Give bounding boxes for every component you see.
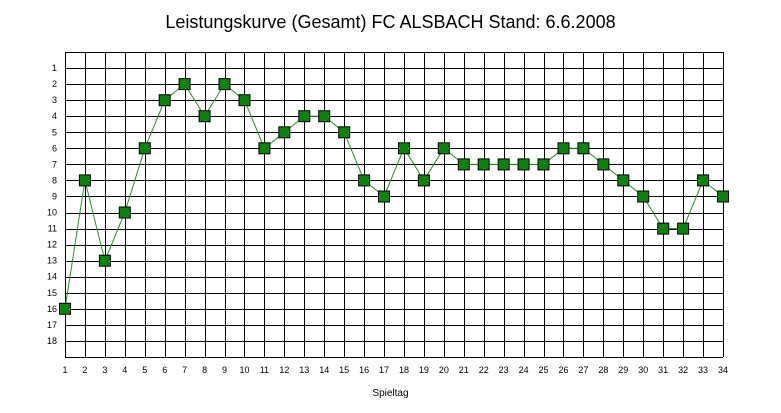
x-tick-label: 33: [698, 365, 708, 375]
data-point-marker: [637, 190, 650, 203]
x-tick-label: 26: [558, 365, 568, 375]
x-tick-label: 34: [718, 365, 728, 375]
y-tick-label: 4: [52, 111, 57, 121]
y-tick-label: 11: [48, 224, 57, 234]
x-tick-label: 11: [260, 365, 269, 375]
x-tick-label: 21: [459, 365, 469, 375]
data-point-marker: [178, 78, 191, 91]
data-point-marker: [78, 174, 91, 187]
y-tick-label: 18: [47, 336, 57, 346]
x-tick-label: 17: [379, 365, 389, 375]
x-tick-label: 8: [202, 365, 207, 375]
y-tick-label: 7: [52, 159, 57, 169]
y-tick-label: 5: [52, 127, 57, 137]
x-tick-label: 25: [539, 365, 549, 375]
data-point-marker: [597, 158, 610, 171]
y-tick-label: 6: [52, 143, 57, 153]
data-point-marker: [517, 158, 530, 171]
x-tick-label: 5: [142, 365, 147, 375]
data-point-marker: [697, 174, 710, 187]
y-tick-label: 3: [52, 95, 57, 105]
data-point-marker: [577, 142, 590, 155]
y-tick-label: 15: [47, 288, 57, 298]
chart-title: Leistungskurve (Gesamt) FC ALSBACH Stand…: [165, 12, 616, 32]
y-tick-label: 13: [47, 256, 57, 266]
data-point-marker: [537, 158, 550, 171]
x-tick-labels: 1 2 3 4 5 6 7 8 9 10 11 12 13 14 15 16 17 18 19 20 21 22 23 24 2…: [62, 365, 728, 375]
x-tick-label: 3: [102, 365, 107, 375]
data-point-marker: [437, 142, 450, 155]
x-tick-label: 19: [419, 365, 429, 375]
chart-grid: [65, 52, 724, 358]
x-tick-label: 1: [62, 365, 67, 375]
data-point-marker: [258, 142, 271, 155]
x-tick-label: 29: [618, 365, 628, 375]
series-polyline: [64, 83, 724, 309]
data-point-marker: [158, 94, 171, 107]
data-point-marker: [417, 174, 430, 187]
data-point-marker: [138, 142, 151, 155]
x-axis-label: Spieltag: [372, 388, 409, 399]
data-point-marker: [497, 158, 510, 171]
y-tick-label: 2: [52, 79, 57, 89]
data-point-marker: [378, 190, 390, 203]
data-point-marker: [457, 158, 470, 171]
x-tick-label: 20: [439, 365, 449, 375]
y-tick-label: 17: [47, 320, 57, 330]
x-tick-label: 30: [638, 365, 648, 375]
x-tick-label: 18: [399, 365, 409, 375]
y-tick-label: 14: [47, 272, 57, 282]
data-point-marker: [338, 126, 351, 139]
y-tick-label: 12: [47, 240, 57, 250]
data-point-marker: [398, 142, 410, 155]
x-tick-label: 24: [519, 365, 529, 375]
series-markers: [59, 78, 729, 315]
data-point-marker: [118, 206, 131, 219]
data-point-marker: [358, 174, 371, 187]
x-tick-label: 2: [82, 365, 87, 375]
x-tick-label: 6: [162, 365, 167, 375]
data-point-marker: [238, 94, 251, 107]
data-point-marker: [98, 254, 111, 267]
y-tick-label: 10: [47, 208, 57, 218]
series-line: [64, 83, 724, 309]
data-point-marker: [557, 142, 570, 155]
y-tick-label: 9: [52, 191, 57, 201]
data-point-marker: [657, 222, 670, 235]
data-point-marker: [59, 302, 71, 315]
data-point-marker: [318, 110, 331, 123]
y-tick-label: 16: [47, 304, 57, 314]
x-tick-label: 15: [339, 365, 349, 375]
x-tick-label: 9: [222, 365, 227, 375]
x-tick-label: 27: [578, 365, 588, 375]
x-tick-label: 4: [122, 365, 127, 375]
x-tick-label: 10: [239, 365, 249, 375]
data-point-marker: [617, 174, 630, 187]
x-tick-label: 16: [359, 365, 369, 375]
x-tick-label: 31: [658, 365, 668, 375]
data-point-marker: [278, 126, 291, 139]
x-tick-label: 32: [678, 365, 688, 375]
x-tick-label: 7: [182, 365, 187, 375]
x-tick-label: 12: [279, 365, 289, 375]
data-point-marker: [218, 78, 231, 91]
y-tick-label: 8: [52, 175, 57, 185]
data-point-marker: [198, 110, 211, 123]
x-tick-label: 28: [598, 365, 608, 375]
x-tick-label: 22: [479, 365, 489, 375]
x-tick-label: 23: [499, 365, 509, 375]
data-point-marker: [477, 158, 490, 171]
data-point-marker: [717, 190, 729, 203]
data-point-marker: [298, 110, 311, 123]
data-point-marker: [677, 222, 690, 235]
y-tick-label: 1: [52, 63, 57, 73]
x-tick-label: 14: [319, 365, 329, 375]
x-tick-label: 13: [299, 365, 309, 375]
